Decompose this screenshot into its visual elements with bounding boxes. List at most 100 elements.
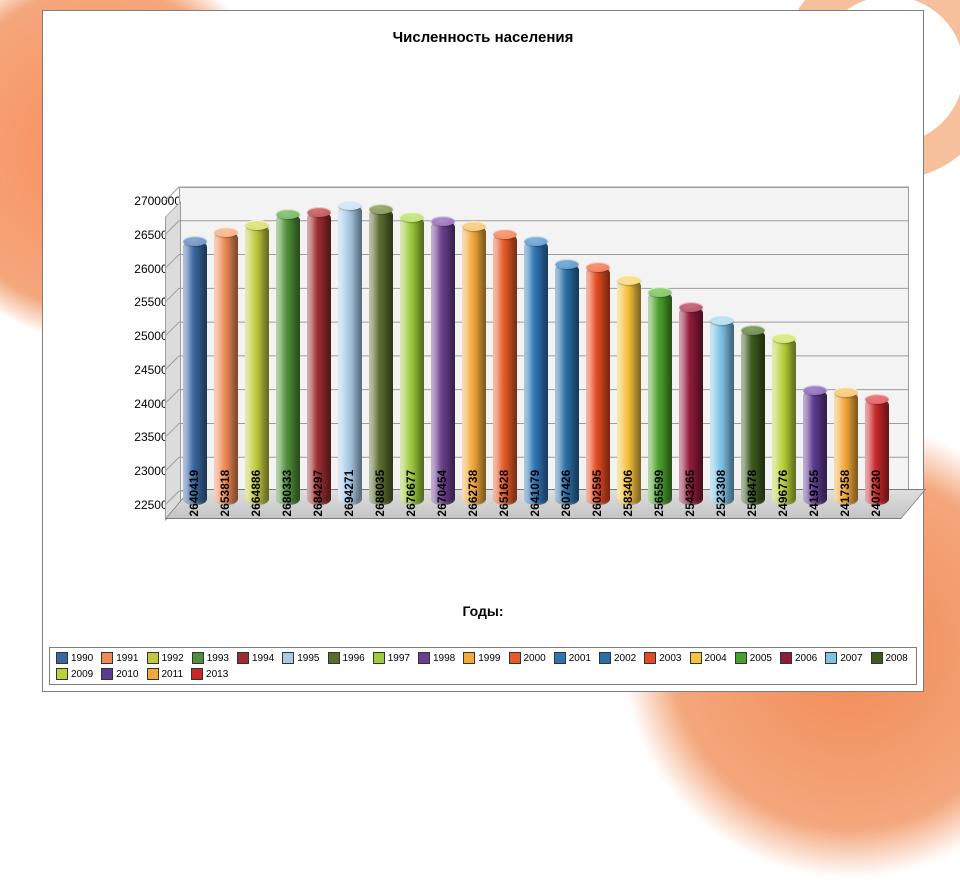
legend-swatch <box>147 652 159 664</box>
bar-2005: 2565599 <box>648 292 672 505</box>
legend-swatch <box>328 652 340 664</box>
bar-cylinder <box>307 212 331 505</box>
legend-item-2008: 2008 <box>871 652 908 664</box>
legend-item-2004: 2004 <box>690 652 727 664</box>
bar-cap <box>834 387 858 397</box>
legend-item-2011: 2011 <box>147 668 184 680</box>
legend-label: 2000 <box>524 653 546 664</box>
legend-item-2007: 2007 <box>825 652 862 664</box>
legend-swatch <box>147 668 159 680</box>
bar-1994: 2684297 <box>307 212 331 505</box>
bar-1997: 2676677 <box>400 217 424 505</box>
bar-cylinder <box>493 234 517 505</box>
legend-item-1994: 1994 <box>237 652 274 664</box>
bar-1999: 2662738 <box>462 226 486 505</box>
legend-item-2013: 2013 <box>191 668 228 680</box>
legend-label: 1995 <box>297 653 319 664</box>
bar-2011: 2417358 <box>834 392 858 505</box>
legend-swatch <box>825 652 837 664</box>
legend-swatch <box>101 668 113 680</box>
legend-label: 1996 <box>343 653 365 664</box>
legend-item-1998: 1998 <box>418 652 455 664</box>
bar-value-label: 2607426 <box>561 470 573 517</box>
chart-title: Численность населения <box>43 29 923 46</box>
bar-value-label: 2670454 <box>437 470 449 517</box>
bar-value-label: 2417358 <box>840 470 852 517</box>
legend-item-1999: 1999 <box>463 652 500 664</box>
legend-swatch <box>191 668 203 680</box>
chart-panel: Численность населения 225000023000002350… <box>42 10 924 692</box>
legend-swatch <box>373 652 385 664</box>
bar-cylinder <box>400 217 424 505</box>
legend: 1990199119921993199419951996199719981999… <box>49 647 917 685</box>
legend-label: 2004 <box>705 653 727 664</box>
legend-item-2006: 2006 <box>780 652 817 664</box>
legend-item-1990: 1990 <box>56 652 93 664</box>
bar-1996: 2688035 <box>369 209 393 505</box>
legend-label: 2007 <box>840 653 862 664</box>
legend-swatch <box>56 668 68 680</box>
bar-cap <box>555 259 579 269</box>
bar-cap <box>586 262 610 272</box>
bar-2000: 2651628 <box>493 234 517 505</box>
legend-item-2001: 2001 <box>554 652 591 664</box>
legend-swatch <box>644 652 656 664</box>
bar-cylinder <box>276 214 300 505</box>
bar-2008: 2508478 <box>741 330 765 505</box>
legend-label: 2003 <box>659 653 681 664</box>
bar-value-label: 2694271 <box>344 470 356 517</box>
bar-1998: 2670454 <box>431 221 455 505</box>
bar-cap <box>431 216 455 226</box>
bar-2009: 2496776 <box>772 338 796 505</box>
bar-value-label: 2676677 <box>406 470 418 517</box>
bar-value-label: 2640419 <box>189 470 201 517</box>
legend-label: 1991 <box>116 653 138 664</box>
bar-1991: 2653818 <box>214 232 238 505</box>
plot-area: 2640419265381826648862680333268429726942… <box>165 201 895 505</box>
bar-value-label: 2688035 <box>375 470 387 517</box>
legend-label: 2002 <box>614 653 636 664</box>
bar-value-label: 2565599 <box>654 470 666 517</box>
bar-value-label: 2680333 <box>282 470 294 517</box>
x-axis-label: Годы: <box>43 603 923 619</box>
legend-swatch <box>509 652 521 664</box>
bar-value-label: 2641079 <box>530 470 542 517</box>
bar-cap <box>400 212 424 222</box>
bar-value-label: 2583406 <box>623 470 635 517</box>
legend-swatch <box>690 652 702 664</box>
bar-2010: 2419755 <box>803 390 827 505</box>
bar-value-label: 2602595 <box>592 470 604 517</box>
legend-label: 1993 <box>207 653 229 664</box>
legend-swatch <box>735 652 747 664</box>
bar-cylinder <box>183 241 207 505</box>
legend-label: 1994 <box>252 653 274 664</box>
legend-swatch <box>237 652 249 664</box>
bar-1990: 2640419 <box>183 241 207 505</box>
legend-swatch <box>463 652 475 664</box>
legend-swatch <box>599 652 611 664</box>
legend-item-1993: 1993 <box>192 652 229 664</box>
bar-cap <box>865 394 889 404</box>
bar-2002: 2607426 <box>555 264 579 505</box>
bar-value-label: 2523308 <box>716 470 728 517</box>
legend-swatch <box>418 652 430 664</box>
legend-label: 2008 <box>886 653 908 664</box>
bar-value-label: 2651628 <box>499 470 511 517</box>
legend-label: 1998 <box>433 653 455 664</box>
legend-label: 2013 <box>206 669 228 680</box>
bar-cylinder <box>369 209 393 505</box>
bar-cylinder <box>245 225 269 505</box>
bars-container: 2640419265381826648862680333268429726942… <box>165 201 895 505</box>
bar-2006: 2543265 <box>679 307 703 505</box>
legend-item-1996: 1996 <box>328 652 365 664</box>
bar-1995: 2694271 <box>338 205 362 505</box>
bar-2003: 2602595 <box>586 267 610 505</box>
bar-2007: 2523308 <box>710 320 734 505</box>
legend-item-2002: 2002 <box>599 652 636 664</box>
legend-label: 2001 <box>569 653 591 664</box>
bar-cylinder <box>431 221 455 505</box>
legend-item-2009: 2009 <box>56 668 93 680</box>
legend-item-1992: 1992 <box>147 652 184 664</box>
legend-label: 1992 <box>162 653 184 664</box>
legend-label: 2005 <box>750 653 772 664</box>
